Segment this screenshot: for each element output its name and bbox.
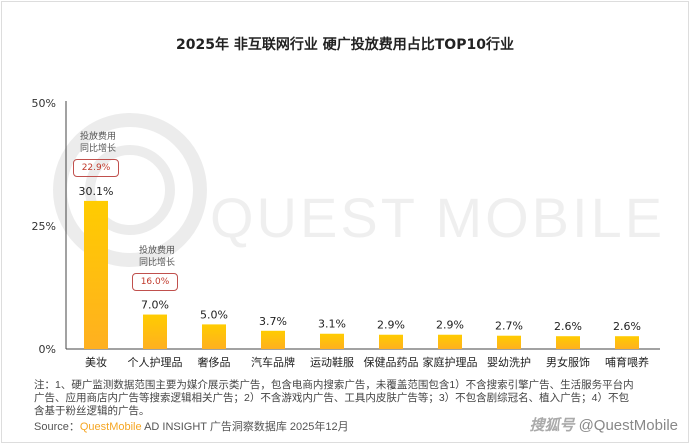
watermark-text: QUEST MOBILE xyxy=(210,186,666,249)
value-label: 2.7% xyxy=(495,320,523,333)
category-label: 个人护理品 xyxy=(128,355,183,369)
category-label: 婴幼洗护 xyxy=(487,355,531,369)
bar-2 xyxy=(202,324,226,349)
value-label: 2.9% xyxy=(436,319,464,332)
bar-7 xyxy=(497,335,521,349)
account-handle: 搜狐号 @QuestMobile xyxy=(530,414,678,435)
bar-0 xyxy=(84,200,108,349)
chart-title: 2025年 非互联网行业 硬广投放费用占比TOP10行业 xyxy=(176,37,514,53)
value-label: 30.1% xyxy=(79,185,114,198)
value-label: 7.0% xyxy=(141,299,169,312)
category-label: 保健品药品 xyxy=(364,355,419,369)
category-label: 哺育喂养 xyxy=(605,355,649,369)
growth-value-badge: 22.9% xyxy=(73,158,119,177)
source-brand: QuestMobile xyxy=(79,421,142,433)
value-label: 2.9% xyxy=(377,319,405,332)
value-label: 3.7% xyxy=(259,315,287,328)
value-label: 3.1% xyxy=(318,318,346,331)
watermark-logo-icon xyxy=(53,113,207,267)
growth-label: 投放费用 同比增长 xyxy=(139,245,175,269)
growth-label-line1: 投放费用 xyxy=(139,245,176,256)
platform-logo: 搜狐号 xyxy=(529,417,575,434)
bar-chart: 0% 25% 50% 30.1% 美妆 7.0% 个人护理品 5.0% 奢侈品 3.7% 汽车品牌 3… xyxy=(32,97,660,369)
bar-3 xyxy=(261,330,285,349)
growth-label-line2: 同比增长 xyxy=(80,143,117,154)
category-label: 奢侈品 xyxy=(198,355,231,369)
source-rest: AD INSIGHT 广告洞察数据库 2025年12月 xyxy=(141,421,349,433)
growth-value-badge: 16.0% xyxy=(132,272,178,291)
source-prefix: Source： xyxy=(34,421,80,433)
category-label: 家庭护理品 xyxy=(423,355,478,369)
value-label: 2.6% xyxy=(613,320,641,333)
category-label: 运动鞋服 xyxy=(310,355,354,369)
growth-label-line1: 投放费用 xyxy=(80,131,117,142)
value-label: 2.6% xyxy=(554,320,582,333)
source-line: Source：QuestMobile AD INSIGHT 广告洞察数据库 20… xyxy=(34,418,349,434)
bar-4 xyxy=(320,333,344,349)
y-tick-label: 50% xyxy=(32,97,56,110)
category-label: 汽车品牌 xyxy=(251,355,295,369)
bar-1 xyxy=(143,314,167,349)
y-tick-label: 25% xyxy=(32,220,56,233)
account-name: @QuestMobile xyxy=(578,417,678,434)
bar-5 xyxy=(379,334,403,349)
bar-6 xyxy=(438,334,462,349)
footnote: 注：1、硬广监测数据范围主要为媒介展示类广告，包含电商内搜索广告，未覆盖范围包含… xyxy=(34,379,634,417)
category-label: 美妆 xyxy=(85,356,107,369)
bar-9 xyxy=(615,336,639,349)
value-label: 5.0% xyxy=(200,308,228,321)
growth-label-line2: 同比增长 xyxy=(139,257,176,268)
bar-8 xyxy=(556,336,580,349)
growth-label: 投放费用 同比增长 xyxy=(80,131,116,155)
category-label: 男女服饰 xyxy=(546,355,590,369)
y-tick-label: 0% xyxy=(39,343,56,356)
